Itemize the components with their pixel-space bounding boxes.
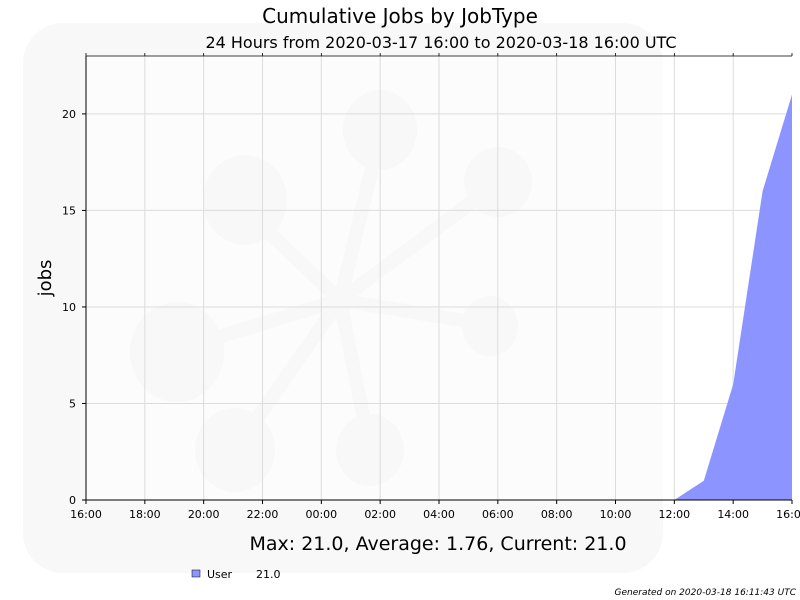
- chart-subtitle: 24 Hours from 2020-03-17 16:00 to 2020-0…: [205, 33, 676, 52]
- chart-title: Cumulative Jobs by JobType: [262, 4, 538, 28]
- y-ticks: 0 5 10 15 20: [62, 108, 86, 507]
- x-tick-label: 08:00: [541, 508, 573, 521]
- legend: User 21.0: [191, 568, 281, 581]
- x-tick-label: 04:00: [423, 508, 455, 521]
- y-tick-label: 0: [69, 494, 76, 507]
- x-tick-label: 18:00: [129, 508, 161, 521]
- legend-value-user: 21.0: [256, 568, 281, 581]
- y-tick-label: 15: [62, 204, 76, 217]
- legend-label-user: User: [207, 568, 233, 581]
- x-tick-label: 12:00: [658, 508, 690, 521]
- x-tick-label: 20:00: [188, 508, 220, 521]
- x-tick-label: 02:00: [364, 508, 396, 521]
- x-tick-label: 00:00: [305, 508, 337, 521]
- x-tick-label: 06:00: [482, 508, 514, 521]
- x-tick-label: 16:00: [776, 508, 800, 521]
- y-tick-label: 20: [62, 108, 76, 121]
- x-tick-label: 10:00: [600, 508, 632, 521]
- y-tick-label: 10: [62, 301, 76, 314]
- y-tick-label: 5: [69, 397, 76, 410]
- x-ticks: 16:00 18:00 20:00 22:00 00:00 02:00 04:00 06:00…: [70, 53, 800, 521]
- area-series-user: [674, 94, 792, 500]
- x-tick-label: 14:00: [717, 508, 749, 521]
- x-tick-label: 22:00: [247, 508, 279, 521]
- legend-swatch-user: [191, 569, 201, 578]
- summary-text: Max: 21.0, Average: 1.76, Current: 21.0: [249, 533, 626, 555]
- y-axis-label: jobs: [35, 260, 56, 298]
- generated-footer: Generated on 2020-03-18 16:11:43 UTC: [615, 588, 797, 598]
- grid: [86, 56, 792, 500]
- x-tick-label: 16:00: [70, 508, 102, 521]
